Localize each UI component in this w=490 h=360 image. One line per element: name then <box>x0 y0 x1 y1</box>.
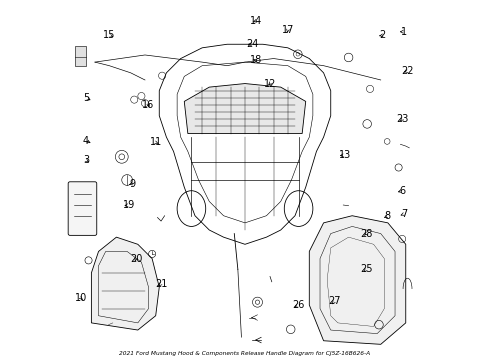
Text: 2: 2 <box>379 30 386 40</box>
Polygon shape <box>309 216 406 344</box>
Text: 5: 5 <box>83 93 89 103</box>
Text: 2021 Ford Mustang Hood & Components Release Handle Diagram for CJ5Z-16B626-A: 2021 Ford Mustang Hood & Components Rele… <box>120 351 370 356</box>
FancyBboxPatch shape <box>68 182 97 235</box>
Text: 18: 18 <box>249 55 262 65</box>
Polygon shape <box>184 84 306 134</box>
Text: 24: 24 <box>246 39 258 49</box>
Text: 9: 9 <box>129 179 136 189</box>
Text: 27: 27 <box>328 296 341 306</box>
Text: 16: 16 <box>143 100 155 110</box>
Text: 7: 7 <box>401 209 407 219</box>
Text: 1: 1 <box>401 27 407 37</box>
Bar <box>75 46 86 66</box>
Text: 4: 4 <box>83 136 89 146</box>
Text: 3: 3 <box>83 156 89 165</box>
Text: 20: 20 <box>130 253 142 264</box>
Text: 8: 8 <box>385 211 391 221</box>
Polygon shape <box>92 237 159 330</box>
Text: 22: 22 <box>401 66 414 76</box>
Text: 14: 14 <box>249 16 262 26</box>
Text: 12: 12 <box>264 78 276 89</box>
Text: 11: 11 <box>149 138 162 148</box>
Text: 25: 25 <box>360 264 373 274</box>
Text: 23: 23 <box>396 114 408 124</box>
Text: 17: 17 <box>282 25 294 35</box>
Text: 19: 19 <box>123 200 135 210</box>
Text: 13: 13 <box>339 150 351 160</box>
Text: 6: 6 <box>399 186 405 196</box>
Text: 21: 21 <box>155 279 167 289</box>
Text: 26: 26 <box>293 300 305 310</box>
Text: 15: 15 <box>103 30 116 40</box>
Text: 10: 10 <box>74 293 87 303</box>
Text: 28: 28 <box>360 229 372 239</box>
